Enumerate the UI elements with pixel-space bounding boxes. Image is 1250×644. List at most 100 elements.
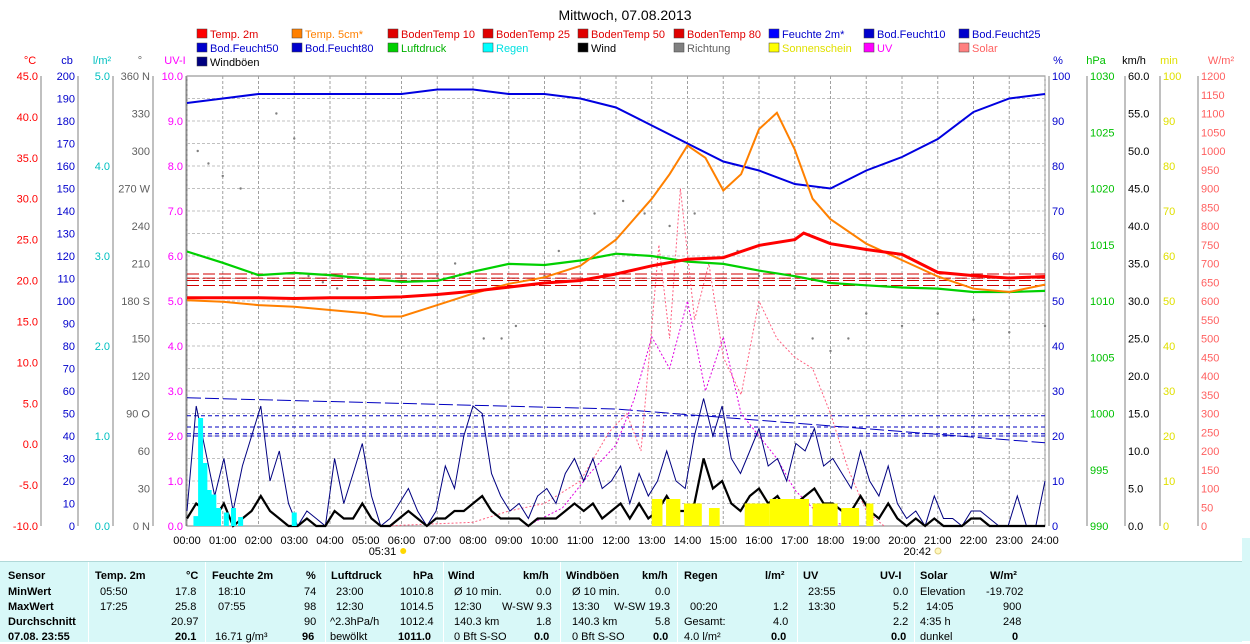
right-axis-tick-4-14: 500 bbox=[1201, 334, 1219, 346]
left-axis-tick-1-1: 190 bbox=[57, 94, 75, 106]
left-axis-tick-1-3: 170 bbox=[57, 139, 75, 151]
right-axis-tick-3-5: 50 bbox=[1163, 296, 1175, 308]
legend-label-6: Feuchte 2m* bbox=[782, 29, 845, 41]
max-luft-val: 1014.5 bbox=[400, 601, 434, 613]
left-axis-tick-4-7: 3.0 bbox=[168, 386, 183, 398]
legend-label-18: Windböen bbox=[210, 57, 260, 69]
right-axis-tick-0-2: 80 bbox=[1052, 161, 1064, 173]
sunset-label: 20:42 bbox=[903, 546, 931, 558]
wind-direction-point-6 bbox=[307, 274, 310, 278]
legend-swatch-3 bbox=[482, 28, 494, 39]
hdr-boen-unit: km/h bbox=[642, 570, 668, 582]
right-axis-tick-3-1: 90 bbox=[1163, 116, 1175, 128]
right-axis-tick-2-0: 60.0 bbox=[1128, 71, 1149, 83]
right-axis-tick-1-5: 1005 bbox=[1090, 352, 1114, 364]
right-axis-tick-3-4: 60 bbox=[1163, 251, 1175, 263]
cur-feuchte-pct: 96 bbox=[302, 631, 315, 643]
left-axis-tick-2-1: 4.0 bbox=[95, 161, 110, 173]
right-axis-tick-4-15: 450 bbox=[1201, 352, 1219, 364]
left-axis-tick-1-12: 80 bbox=[63, 341, 75, 353]
feuchte2m-line bbox=[186, 88, 1046, 190]
hdr-wind: Wind bbox=[448, 570, 475, 582]
x-tick-11: 11:00 bbox=[567, 535, 594, 547]
rain-bar-2 bbox=[202, 463, 208, 526]
x-tick-13: 13:00 bbox=[638, 535, 666, 547]
legend-label-1: Temp. 5cm* bbox=[305, 29, 364, 41]
right-axis-tick-4-12: 600 bbox=[1201, 296, 1219, 308]
left-axis-tick-4-4: 6.0 bbox=[168, 251, 183, 263]
hdr-regen-unit: l/m² bbox=[765, 570, 785, 582]
left-axis-tick-1-4: 160 bbox=[57, 161, 75, 173]
right-axis-tick-4-19: 250 bbox=[1201, 427, 1219, 439]
right-axis-tick-2-12: 0.0 bbox=[1128, 521, 1143, 533]
wind-direction-point-8 bbox=[335, 287, 339, 290]
legend-label-3: BodenTemp 25 bbox=[496, 29, 570, 41]
x-tick-18: 18:00 bbox=[817, 535, 845, 547]
left-axis-tick-4-3: 7.0 bbox=[168, 206, 183, 218]
wind-line bbox=[186, 458, 1045, 528]
max-solar-time: 14:05 bbox=[926, 601, 954, 613]
rain-bar-1 bbox=[198, 418, 204, 526]
right-axis-unit-3: min bbox=[1160, 55, 1178, 67]
left-axis-tick-1-0: 200 bbox=[57, 71, 75, 83]
min-label: MinWert bbox=[8, 586, 52, 598]
max-uv-time: 13:30 bbox=[808, 601, 836, 613]
left-axis-tick-0-4: 25.0 bbox=[17, 235, 38, 247]
left-axis-tick-1-19: 10 bbox=[63, 499, 75, 511]
max-temp-time: 17:25 bbox=[100, 601, 128, 613]
hdr-feuchte: Feuchte 2m bbox=[212, 570, 274, 582]
left-axis-tick-1-13: 70 bbox=[63, 364, 75, 376]
wind-direction-point-33 bbox=[1008, 331, 1011, 334]
x-tick-4: 04:00 bbox=[316, 535, 344, 547]
stats-min-row: MinWert 05:50 17.8 18:10 74 23:00 1010.8… bbox=[0, 586, 1242, 599]
min-temp-time: 05:50 bbox=[100, 586, 128, 598]
x-tick-15: 15:00 bbox=[709, 535, 737, 547]
min-uv-val: 0.0 bbox=[893, 586, 909, 598]
avg-solar-val: 248 bbox=[1003, 616, 1022, 628]
legend-swatch-11 bbox=[387, 42, 399, 53]
sunshine-bar-1 bbox=[666, 499, 681, 526]
right-axis-tick-0-6: 40 bbox=[1052, 341, 1064, 353]
vertical-scrollbar[interactable] bbox=[1242, 538, 1250, 641]
right-axis-tick-4-2: 1100 bbox=[1201, 109, 1225, 121]
left-axis-tick-3-3: 270 W bbox=[118, 184, 150, 196]
left-axis-tick-4-9: 1.0 bbox=[168, 476, 183, 488]
legend-swatch-15 bbox=[768, 42, 780, 53]
legend-label-12: Regen bbox=[496, 43, 528, 55]
x-tick-1: 01:00 bbox=[209, 535, 237, 547]
left-axis-tick-1-20: 0 bbox=[69, 521, 75, 533]
min-boen-label: Ø 10 min. bbox=[572, 586, 620, 598]
hdr-uv: UV bbox=[803, 570, 819, 582]
right-axis-tick-1-7: 995 bbox=[1090, 465, 1108, 477]
min-luft-time: 23:00 bbox=[336, 586, 364, 598]
right-axis-tick-3-10: 0 bbox=[1163, 521, 1169, 533]
wind-direction-point-28 bbox=[847, 337, 850, 340]
left-axis-tick-0-8: 5.0 bbox=[23, 398, 38, 410]
legend-swatch-6 bbox=[768, 28, 780, 39]
right-axis-tick-1-8: 990 bbox=[1090, 521, 1108, 533]
legend-label-13: Wind bbox=[591, 43, 616, 55]
left-axis-tick-2-3: 2.0 bbox=[95, 341, 110, 353]
right-axis-tick-4-13: 550 bbox=[1201, 315, 1219, 327]
left-axis-tick-1-18: 20 bbox=[63, 476, 75, 488]
cur-regen-info: 4.0 l/m² bbox=[684, 631, 721, 643]
wind-direction-point-20 bbox=[643, 212, 646, 215]
left-axis-tick-3-7: 150 bbox=[132, 334, 150, 346]
wind-direction-point-18 bbox=[593, 212, 596, 215]
left-axis-tick-0-9: 0.0 bbox=[23, 439, 38, 451]
min-wind-label: Ø 10 min. bbox=[454, 586, 502, 598]
right-axis-unit-1: hPa bbox=[1086, 55, 1106, 67]
legend-label-9: Bod.Feucht50 bbox=[210, 43, 279, 55]
legend-swatch-13 bbox=[577, 42, 589, 53]
left-axis-tick-0-3: 30.0 bbox=[17, 194, 38, 206]
right-axis-tick-4-3: 1050 bbox=[1201, 127, 1225, 139]
left-axis-tick-0-0: 45.0 bbox=[17, 71, 38, 83]
x-tick-19: 19:00 bbox=[852, 535, 880, 547]
x-tick-5: 05:00 bbox=[352, 535, 380, 547]
max-wind-dir: W-SW 9.3 bbox=[502, 601, 552, 613]
legend-swatch-2 bbox=[387, 28, 399, 39]
hdr-feuchte-unit: % bbox=[306, 570, 316, 582]
legend-swatch-9 bbox=[196, 42, 208, 53]
sunshine-bar-5 bbox=[769, 499, 810, 526]
right-axis-tick-4-4: 1000 bbox=[1201, 146, 1225, 158]
